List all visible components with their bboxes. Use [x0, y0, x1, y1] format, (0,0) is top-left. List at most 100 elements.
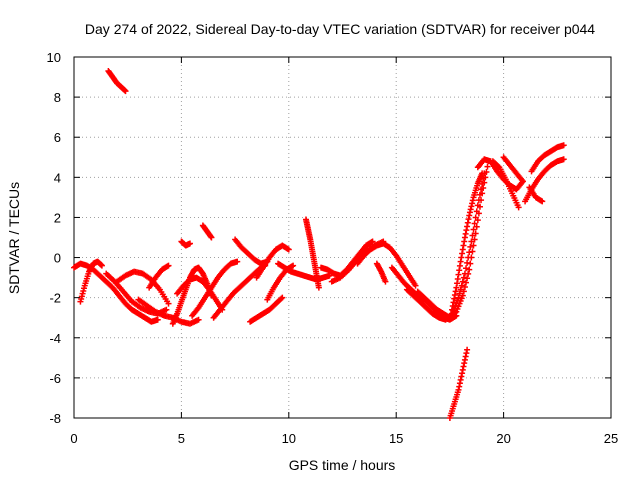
data-point	[475, 210, 482, 217]
y-tick-label: 10	[47, 50, 61, 65]
data-point	[471, 220, 478, 227]
series-sat-i	[174, 274, 226, 313]
data-points	[71, 68, 567, 421]
x-tick-label: 15	[389, 431, 403, 446]
grid	[74, 57, 611, 418]
data-point	[467, 260, 474, 267]
data-point	[474, 217, 481, 224]
series-sat-o	[247, 294, 286, 325]
data-point	[369, 238, 376, 245]
data-point	[195, 316, 202, 323]
data-point	[457, 286, 464, 293]
data-point	[515, 204, 522, 211]
data-point	[278, 295, 285, 302]
data-point	[470, 226, 477, 233]
series-sat-af	[522, 156, 567, 205]
data-point	[382, 278, 389, 285]
data-point	[539, 198, 546, 205]
data-point	[208, 234, 215, 241]
data-point	[467, 243, 474, 250]
data-point	[464, 346, 471, 353]
series-sat-w	[373, 260, 389, 285]
data-point	[560, 156, 567, 163]
data-point	[473, 223, 480, 230]
data-point	[479, 190, 486, 197]
data-point	[234, 258, 241, 265]
data-point	[154, 316, 161, 323]
data-point	[484, 163, 491, 170]
x-tick-label: 10	[282, 431, 296, 446]
data-point	[165, 300, 172, 307]
data-point	[464, 275, 471, 282]
axis-ticks: 0 5 10 15 20 25 -8 -6 -4 -2 0 2 4 6 8 10	[47, 50, 619, 446]
data-point	[412, 282, 419, 289]
data-point	[163, 306, 170, 313]
series-sat-a	[71, 260, 161, 325]
series-sat-l	[199, 222, 215, 241]
series-sat-e	[113, 268, 172, 307]
data-point	[285, 246, 292, 253]
series-sat-ad	[489, 158, 522, 211]
series-sat-c	[105, 68, 129, 95]
x-tick-label: 5	[178, 431, 185, 446]
series-sat-ag	[528, 142, 567, 175]
data-point	[452, 309, 459, 316]
series-sat-s	[302, 216, 322, 291]
data-point	[468, 254, 475, 261]
plot-frame	[73, 56, 612, 419]
series-sat-ah	[526, 184, 546, 205]
series-sat-k	[189, 258, 241, 319]
y-axis-label: SDTVAR / TECUs	[6, 182, 22, 294]
y-tick-label: -8	[49, 411, 61, 426]
data-point	[122, 88, 129, 95]
data-point	[476, 203, 483, 210]
series-sat-z	[414, 158, 492, 321]
x-tick-label: 25	[604, 431, 618, 446]
x-tick-label: 20	[496, 431, 510, 446]
data-point	[461, 283, 468, 290]
series-sat-aa	[449, 170, 486, 313]
data-point	[315, 284, 322, 291]
data-point	[465, 270, 472, 277]
data-point	[290, 262, 297, 269]
y-tick-label: -2	[49, 291, 61, 306]
data-point	[480, 185, 487, 192]
data-point	[186, 240, 193, 247]
series-sat-ab	[446, 346, 471, 421]
series-sat-j	[178, 238, 193, 249]
y-tick-label: 0	[54, 251, 61, 266]
y-tick-label: 4	[54, 170, 61, 185]
data-point	[469, 232, 476, 239]
data-point	[472, 230, 479, 237]
data-point	[165, 262, 172, 269]
series-sat-q	[264, 262, 297, 303]
series-sat-p	[253, 242, 292, 281]
data-point	[495, 163, 502, 170]
data-point	[470, 242, 477, 249]
series-sat-v	[354, 240, 419, 289]
data-point	[479, 170, 486, 177]
series-sat-g	[146, 262, 172, 291]
y-tick-label: 6	[54, 130, 61, 145]
data-point	[459, 278, 466, 285]
y-tick-label: -4	[49, 331, 61, 346]
series-sat-b	[77, 258, 105, 305]
data-point	[279, 294, 286, 301]
data-point	[481, 179, 488, 186]
x-tick-label: 0	[70, 431, 77, 446]
data-point	[483, 168, 490, 175]
data-point	[466, 266, 473, 273]
series-sat-r	[275, 260, 333, 283]
data-point	[519, 178, 526, 185]
data-point	[460, 288, 467, 295]
data-point	[456, 290, 463, 297]
data-point	[98, 262, 105, 269]
data-point	[560, 142, 567, 149]
x-axis-label: GPS time / hours	[289, 457, 396, 473]
chart-title: Day 274 of 2022, Sidereal Day-to-day VTE…	[85, 21, 595, 37]
data-point	[458, 282, 465, 289]
y-tick-label: 8	[54, 90, 61, 105]
data-point	[463, 265, 470, 272]
data-point	[469, 248, 476, 255]
